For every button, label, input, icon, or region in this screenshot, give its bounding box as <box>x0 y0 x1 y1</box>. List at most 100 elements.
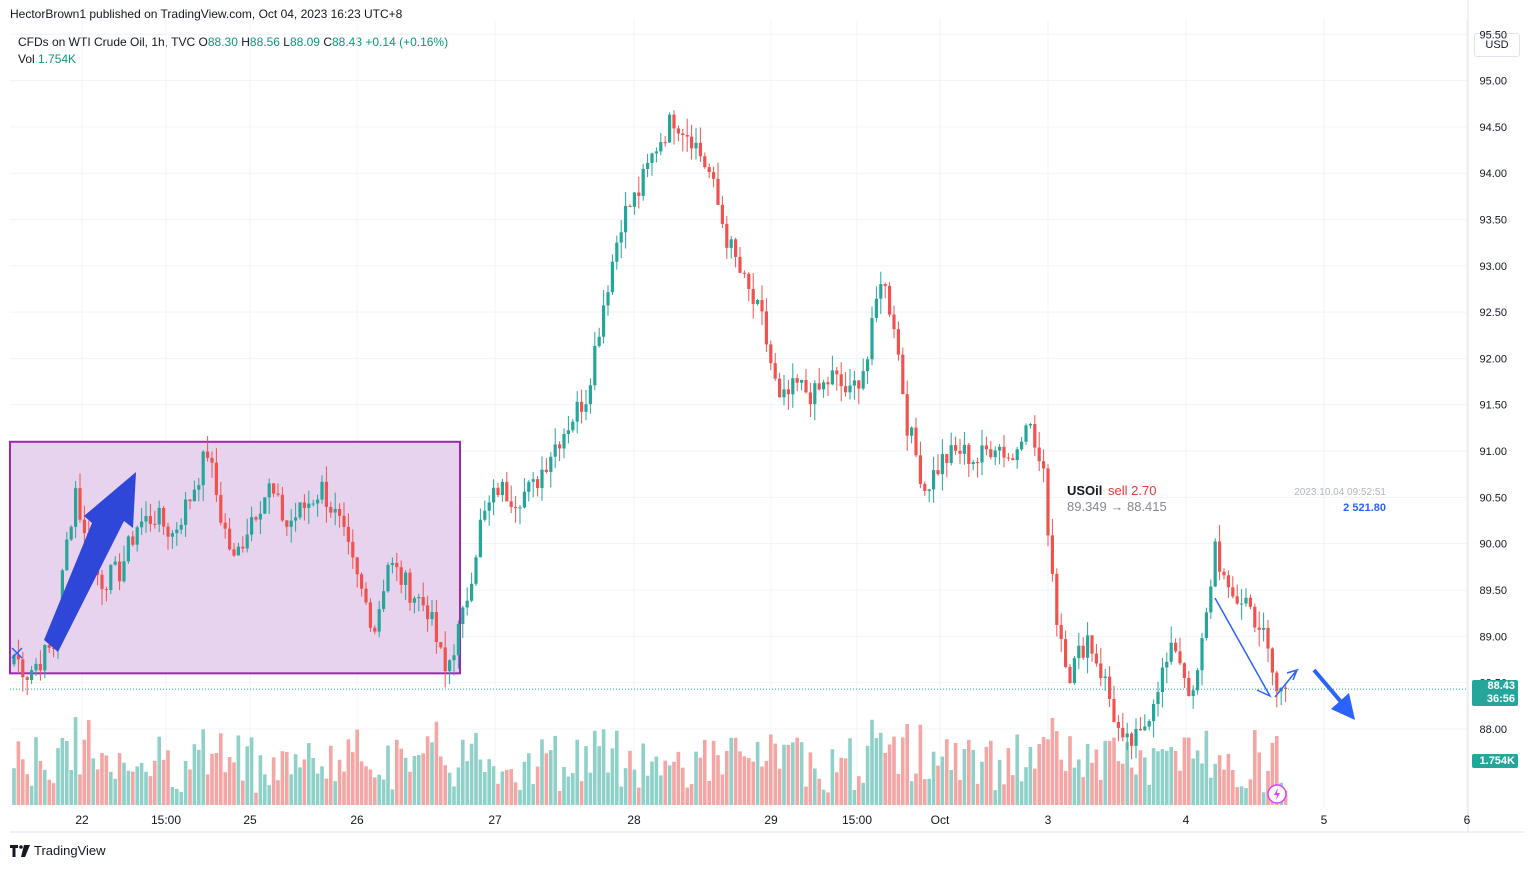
candle-body <box>852 380 856 386</box>
close-label: C <box>323 35 332 49</box>
candle-body <box>12 655 16 665</box>
candle-body <box>1156 692 1160 704</box>
volume-bar <box>227 757 232 805</box>
candle-body <box>650 153 654 163</box>
volume-bar <box>34 737 38 805</box>
candle-body <box>1248 597 1252 607</box>
candle-body <box>945 454 949 464</box>
candle-body <box>364 588 368 603</box>
candle-body <box>531 479 535 482</box>
volume-bar <box>452 786 456 805</box>
volume-bar <box>650 761 654 805</box>
tradingview-brand[interactable]: TradingView <box>10 843 106 858</box>
candle-body <box>461 607 465 625</box>
candle-body <box>492 487 496 503</box>
currency-button[interactable]: USD <box>1474 33 1520 57</box>
volume-bar <box>1248 779 1253 805</box>
volume-bar <box>307 743 311 805</box>
candle-body <box>175 529 179 534</box>
volume-bar <box>676 751 681 805</box>
candle-body <box>1108 676 1112 700</box>
volume-bar <box>210 753 214 805</box>
candle-body <box>430 611 434 620</box>
y-tick-label: 88.00 <box>1479 724 1507 736</box>
volume-bar <box>175 788 179 805</box>
volume-bar <box>685 787 689 805</box>
volume-bar <box>870 719 874 805</box>
volume-bar <box>874 738 879 805</box>
volume-bar <box>509 769 513 805</box>
volume-bar <box>601 729 606 805</box>
volume-bar <box>73 717 78 805</box>
candle-body <box>694 142 698 149</box>
x-tick-label: Oct <box>931 813 950 827</box>
candle-body <box>958 450 962 454</box>
volume-bar <box>78 774 82 805</box>
candle-body <box>1081 645 1085 658</box>
volume-bar <box>430 742 434 805</box>
volume-bar <box>38 761 43 805</box>
volume-bar <box>1072 767 1077 805</box>
volume-bar <box>249 737 254 805</box>
candle-body <box>522 491 526 508</box>
volume-bar <box>689 784 694 805</box>
volume-bar <box>615 730 619 805</box>
candle-body <box>329 506 333 513</box>
volume-bar <box>1244 788 1248 805</box>
candle-body <box>936 470 940 475</box>
candle-body <box>826 382 830 385</box>
volume-bar <box>421 753 425 805</box>
candle-body <box>1182 663 1186 678</box>
candle-body <box>703 156 707 168</box>
high-value: 88.56 <box>249 35 280 49</box>
volume-bar <box>606 772 610 805</box>
volume-bar <box>16 741 21 805</box>
candle-body <box>412 598 416 603</box>
y-tick-label: 93.50 <box>1479 215 1507 227</box>
candle-body <box>580 401 584 412</box>
volume-bar <box>729 737 733 805</box>
volume-bar <box>1094 749 1099 805</box>
volume-bar <box>571 773 575 805</box>
candle-body <box>738 256 742 273</box>
candle-body <box>923 483 927 491</box>
candle-body <box>769 344 773 364</box>
candle-body <box>760 300 764 312</box>
volume-bar <box>21 759 25 805</box>
candle-body <box>157 507 161 525</box>
candle-body <box>192 489 196 502</box>
volume-bar <box>1028 746 1033 805</box>
candle-body <box>896 329 900 355</box>
candle-body <box>1059 624 1063 640</box>
volume-bar <box>302 759 307 805</box>
candle-body <box>368 602 372 628</box>
volume-bar <box>1116 761 1121 805</box>
volume-bar <box>527 753 531 805</box>
candle-body <box>742 272 746 274</box>
candle-body <box>250 517 254 535</box>
volume-bar <box>931 751 936 805</box>
volume-bar <box>1033 768 1037 805</box>
symbol-name[interactable]: CFDs on WTI Crude Oil, 1h, TVC <box>18 35 196 49</box>
volume-bar <box>1077 759 1081 805</box>
volume-bar <box>1187 737 1191 805</box>
volume-bar <box>241 780 245 805</box>
candle-body <box>214 462 218 496</box>
candle-body <box>140 521 144 528</box>
vol-value: 1.754K <box>38 52 77 66</box>
volume-bar <box>1151 748 1156 805</box>
candle-body <box>844 386 848 393</box>
volume-bar <box>1107 740 1112 805</box>
candle-body <box>1011 458 1015 461</box>
volume-bar <box>491 766 496 805</box>
down-arrow-head <box>1331 693 1355 720</box>
volume-bar <box>183 760 188 805</box>
volume-bar <box>417 754 421 805</box>
volume-bar <box>412 756 417 805</box>
candle-body <box>470 583 474 601</box>
volume-bar <box>861 782 865 805</box>
volume-bar <box>813 768 817 805</box>
y-tick-label: 94.50 <box>1479 122 1507 134</box>
candle-body <box>65 539 69 571</box>
